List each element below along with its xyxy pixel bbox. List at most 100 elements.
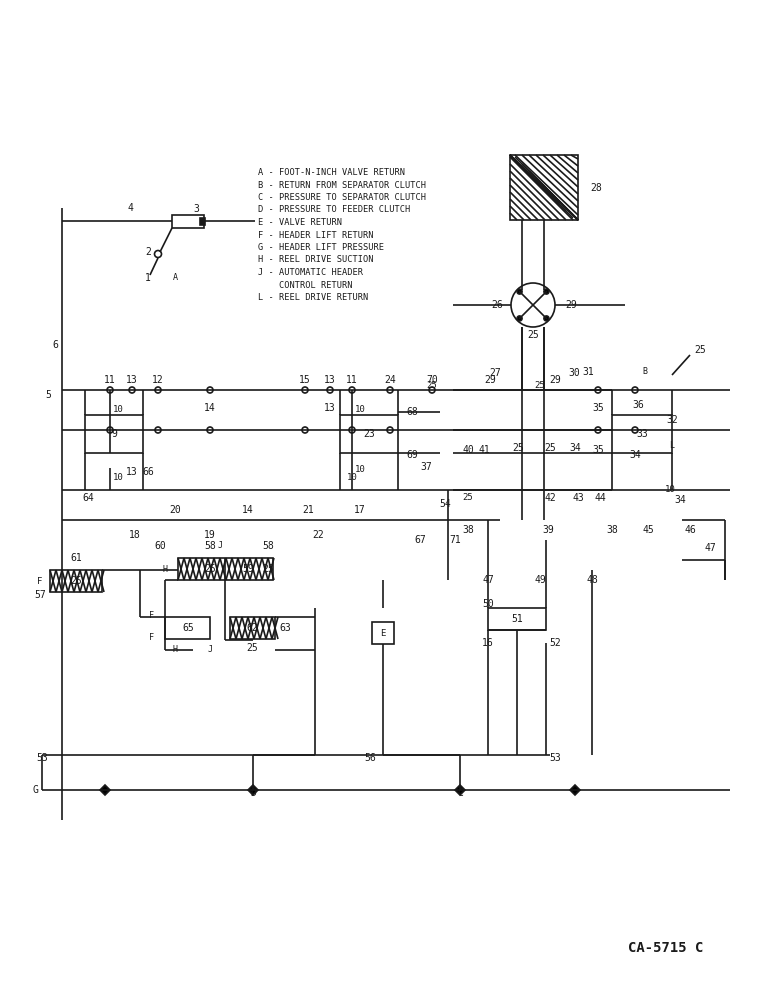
Text: A: A	[172, 273, 178, 282]
Text: 49: 49	[534, 575, 546, 585]
Text: 5: 5	[45, 390, 51, 400]
Text: 52: 52	[549, 638, 561, 648]
Text: L: L	[669, 440, 675, 450]
Text: 71: 71	[449, 535, 461, 545]
Circle shape	[155, 387, 161, 393]
Text: 17: 17	[354, 505, 366, 515]
Text: H: H	[172, 646, 178, 654]
Bar	[50, 570, 102, 592]
Text: 10: 10	[354, 466, 365, 475]
Text: 24: 24	[384, 375, 396, 385]
Text: F - HEADER LIFT RETURN: F - HEADER LIFT RETURN	[258, 231, 374, 239]
Text: 11: 11	[104, 375, 116, 385]
Circle shape	[544, 316, 549, 321]
Text: J - AUTOMATIC HEADER: J - AUTOMATIC HEADER	[258, 268, 363, 277]
Text: 14: 14	[242, 505, 254, 515]
Text: 16: 16	[482, 638, 494, 648]
Text: 30: 30	[568, 368, 580, 378]
Text: 40: 40	[462, 445, 474, 455]
Text: 27: 27	[489, 368, 501, 378]
Text: L - REEL DRIVE RETURN: L - REEL DRIVE RETURN	[258, 293, 368, 302]
Text: J: J	[218, 542, 222, 550]
Circle shape	[107, 427, 113, 433]
Circle shape	[207, 387, 213, 393]
Text: 2: 2	[145, 247, 151, 257]
Bar	[340, 415, 398, 453]
Circle shape	[154, 250, 161, 257]
Text: C: C	[457, 788, 463, 798]
Circle shape	[302, 427, 308, 433]
Text: 58: 58	[262, 541, 274, 551]
Text: H: H	[162, 564, 168, 574]
Circle shape	[349, 427, 355, 433]
Text: 26: 26	[491, 300, 503, 310]
Text: 67: 67	[414, 535, 426, 545]
Circle shape	[327, 387, 333, 393]
Text: 21: 21	[302, 505, 314, 515]
Text: F: F	[150, 610, 154, 619]
Text: 65: 65	[182, 623, 194, 633]
Text: D: D	[250, 788, 256, 798]
Text: 59: 59	[242, 564, 254, 574]
Text: 51: 51	[511, 614, 523, 624]
Text: 53: 53	[36, 753, 48, 763]
Bar	[178, 558, 273, 580]
Text: 57: 57	[34, 590, 46, 600]
Text: 1: 1	[145, 273, 151, 283]
Text: F: F	[150, 634, 154, 643]
Text: 69: 69	[406, 450, 418, 460]
Circle shape	[155, 427, 161, 433]
Text: 10: 10	[113, 406, 124, 414]
Circle shape	[207, 427, 213, 433]
Text: E: E	[381, 629, 386, 638]
Circle shape	[429, 387, 435, 393]
Text: B: B	[642, 367, 648, 376]
Polygon shape	[100, 785, 110, 795]
Text: 12: 12	[152, 375, 164, 385]
Text: 3: 3	[193, 204, 199, 214]
Text: 35: 35	[592, 445, 604, 455]
Circle shape	[632, 387, 638, 393]
Text: 42: 42	[544, 493, 556, 503]
Text: 41: 41	[478, 445, 490, 455]
Text: 34: 34	[569, 443, 581, 453]
Text: 44: 44	[594, 493, 606, 503]
Text: 6: 6	[52, 340, 58, 350]
Text: 10: 10	[354, 406, 365, 414]
Text: 14: 14	[204, 403, 216, 413]
Text: 38: 38	[462, 525, 474, 535]
Text: 38: 38	[606, 525, 618, 535]
Text: 63: 63	[279, 623, 291, 633]
Bar	[510, 155, 578, 220]
Text: 32: 32	[666, 415, 678, 425]
Text: 56: 56	[364, 753, 376, 763]
Text: 33: 33	[636, 429, 648, 439]
Circle shape	[349, 387, 355, 393]
Text: CA-5715 C: CA-5715 C	[628, 941, 703, 955]
Text: 60: 60	[154, 541, 166, 551]
Text: 64: 64	[82, 493, 94, 503]
Text: 70: 70	[426, 375, 438, 385]
Text: 25: 25	[694, 345, 706, 355]
Text: 9: 9	[111, 429, 117, 439]
Text: 47: 47	[704, 543, 716, 553]
Text: 62: 62	[246, 623, 258, 633]
Text: 25: 25	[462, 493, 473, 502]
Circle shape	[387, 387, 393, 393]
Bar	[200, 218, 205, 225]
Bar	[612, 415, 672, 453]
Text: 4: 4	[127, 203, 133, 213]
Circle shape	[517, 316, 522, 321]
Text: 50: 50	[482, 599, 494, 609]
Bar	[230, 617, 275, 639]
Text: 25: 25	[262, 564, 274, 574]
Text: 13: 13	[324, 403, 336, 413]
Circle shape	[544, 289, 549, 294]
Text: H - REEL DRIVE SUCTION: H - REEL DRIVE SUCTION	[258, 255, 374, 264]
Text: B - RETURN FROM SEPARATOR CLUTCH: B - RETURN FROM SEPARATOR CLUTCH	[258, 180, 426, 190]
Text: 10: 10	[347, 474, 357, 483]
Text: 25: 25	[527, 330, 539, 340]
Circle shape	[632, 427, 638, 433]
Text: 25: 25	[246, 643, 258, 653]
Circle shape	[107, 387, 113, 393]
